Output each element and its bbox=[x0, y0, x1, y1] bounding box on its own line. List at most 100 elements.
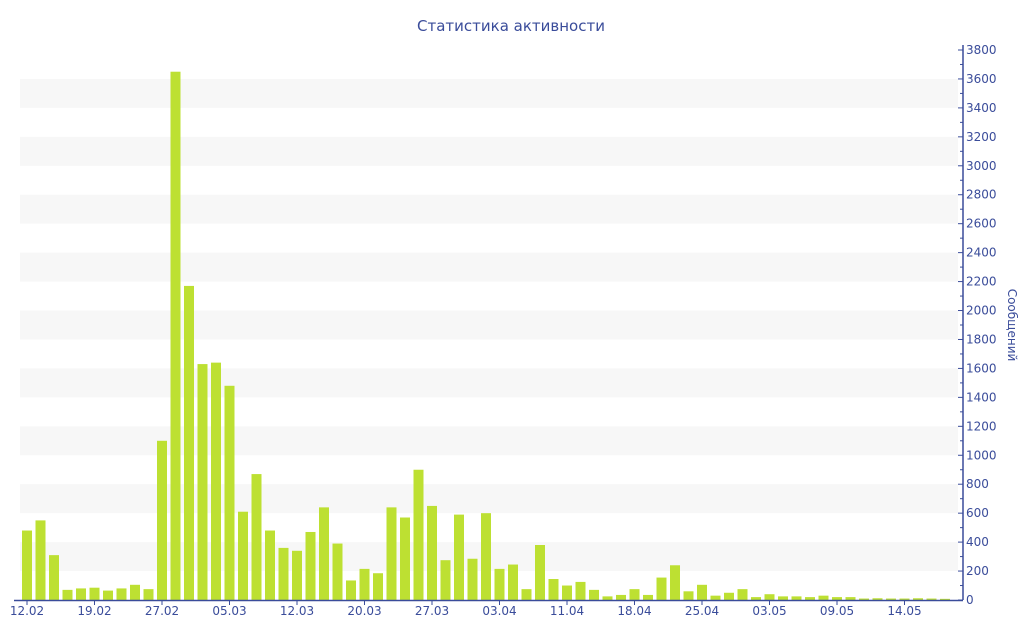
bar bbox=[778, 596, 788, 600]
x-tick-label: 05.03 bbox=[212, 604, 246, 618]
x-tick-label: 12.03 bbox=[280, 604, 314, 618]
bar bbox=[764, 594, 775, 600]
bar bbox=[386, 507, 397, 600]
grid-band bbox=[20, 194, 958, 224]
bar bbox=[292, 550, 302, 600]
bar bbox=[76, 588, 86, 600]
bar bbox=[332, 543, 343, 600]
bar bbox=[859, 598, 869, 600]
bar bbox=[521, 589, 532, 600]
y-axis: 0 200 400 600 800 1000 1200 1400 1600 1800 2000 220… bbox=[958, 43, 997, 607]
y-tick-label: 200 bbox=[966, 564, 989, 578]
y-tick-label: 2800 bbox=[966, 188, 997, 202]
bar bbox=[602, 596, 613, 600]
y-tick-label: 1600 bbox=[966, 361, 997, 375]
x-tick-label: 20.03 bbox=[347, 604, 381, 618]
x-axis: 12.02 19.02 27.02 05.03 12.03 20.03 27.03 03.04… bbox=[10, 599, 963, 618]
bar bbox=[737, 589, 748, 600]
bars bbox=[22, 71, 950, 601]
y-tick-label: 1400 bbox=[966, 390, 997, 404]
y-tick-label: 1800 bbox=[966, 332, 997, 346]
bar bbox=[643, 594, 653, 600]
bar bbox=[319, 507, 329, 600]
bar bbox=[238, 511, 248, 600]
x-tick-label: 03.05 bbox=[752, 604, 786, 618]
y-tick-label: 3800 bbox=[966, 43, 997, 57]
bar bbox=[562, 585, 572, 600]
bar bbox=[197, 364, 208, 600]
y-tick-label: 1200 bbox=[966, 419, 997, 433]
y-tick-label: 3200 bbox=[966, 130, 997, 144]
bar bbox=[62, 589, 73, 600]
bar bbox=[629, 589, 640, 600]
bar bbox=[278, 547, 289, 600]
bar bbox=[265, 530, 275, 600]
bar bbox=[35, 520, 46, 600]
bar bbox=[616, 594, 626, 600]
bar bbox=[913, 598, 923, 600]
bar bbox=[805, 597, 815, 600]
bar bbox=[467, 558, 478, 600]
bar bbox=[22, 530, 32, 600]
bar bbox=[359, 568, 370, 600]
x-tick-label: 11.04 bbox=[550, 604, 584, 618]
x-tick-label: 18.04 bbox=[617, 604, 651, 618]
bar bbox=[305, 531, 316, 600]
y-tick-label: 3600 bbox=[966, 72, 997, 86]
bar bbox=[103, 590, 113, 600]
bar bbox=[89, 587, 100, 600]
y-tick-label: 2000 bbox=[966, 304, 997, 318]
bar bbox=[886, 598, 896, 600]
bar bbox=[494, 568, 505, 600]
x-tick-label: 25.04 bbox=[685, 604, 719, 618]
y-tick-label: 0 bbox=[966, 593, 974, 607]
y-tick-label: 2600 bbox=[966, 217, 997, 231]
bar bbox=[373, 573, 383, 600]
bar bbox=[548, 579, 559, 600]
grid-band bbox=[20, 310, 958, 340]
bar bbox=[184, 285, 194, 600]
x-tick-label: 27.03 bbox=[415, 604, 449, 618]
bar bbox=[791, 596, 802, 600]
x-tick-label: 14.05 bbox=[887, 604, 921, 618]
bar bbox=[683, 591, 694, 600]
bar bbox=[508, 564, 518, 600]
grid-band bbox=[20, 136, 958, 166]
bar bbox=[940, 598, 950, 600]
y-axis-label: Сообщений bbox=[1005, 289, 1019, 362]
bar bbox=[751, 597, 761, 600]
bar bbox=[710, 595, 721, 600]
y-tick-label: 2400 bbox=[966, 246, 997, 260]
grid-band bbox=[20, 252, 958, 282]
bar bbox=[346, 580, 356, 600]
bar bbox=[170, 71, 181, 601]
bar bbox=[413, 469, 424, 600]
y-tick-label: 1000 bbox=[966, 448, 997, 462]
bar bbox=[575, 581, 586, 600]
bar bbox=[130, 584, 140, 600]
bar bbox=[670, 565, 680, 600]
y-tick-label: 3000 bbox=[966, 159, 997, 173]
bar bbox=[926, 598, 937, 600]
x-tick-label: 09.05 bbox=[820, 604, 854, 618]
bar bbox=[872, 598, 883, 600]
bar bbox=[589, 589, 599, 600]
x-tick-label: 19.02 bbox=[77, 604, 111, 618]
bar bbox=[656, 577, 667, 600]
bar bbox=[697, 584, 707, 600]
bar bbox=[211, 362, 221, 600]
bar bbox=[845, 597, 856, 600]
bar bbox=[143, 589, 154, 600]
bar bbox=[440, 560, 451, 600]
bar bbox=[832, 597, 842, 600]
y-tick-label: 800 bbox=[966, 477, 989, 491]
bar bbox=[251, 474, 262, 600]
y-tick-label: 400 bbox=[966, 535, 989, 549]
bar bbox=[116, 588, 127, 600]
y-tick-label: 3400 bbox=[966, 101, 997, 115]
x-tick-label: 03.04 bbox=[482, 604, 516, 618]
bar bbox=[535, 545, 545, 600]
chart-title: Статистика активности bbox=[417, 17, 605, 35]
x-tick-label: 27.02 bbox=[145, 604, 179, 618]
